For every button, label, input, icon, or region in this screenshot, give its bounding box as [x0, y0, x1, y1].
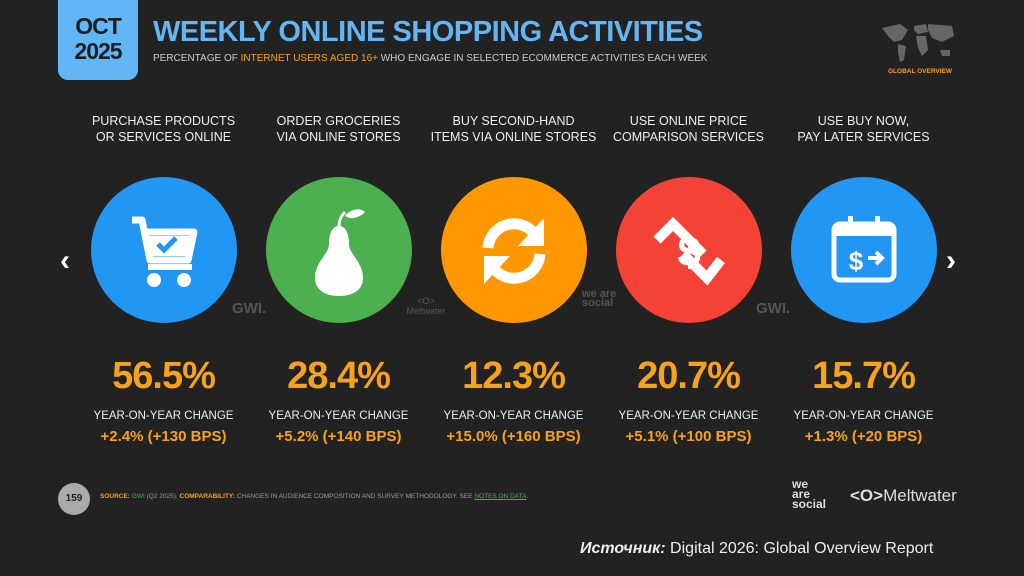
- we-are-social-logo: we are social: [792, 477, 827, 511]
- yoy-label: YEAR-ON-YEAR CHANGE: [93, 410, 234, 422]
- svg-text:$: $: [848, 246, 863, 276]
- activity-label: PURCHASE PRODUCTS OR SERVICES ONLINE: [91, 114, 236, 144]
- activity-icon-circle: [265, 177, 412, 323]
- yoy-change: +5.2% (+140 BPS): [275, 428, 402, 445]
- activity-value: 15.7%: [812, 355, 916, 397]
- svg-text:$: $: [677, 228, 700, 275]
- activity-icon-circle: $: [790, 177, 937, 323]
- activity-card: USE BUY NOW, PAY LATER SERVICES $ 15.7% Y…: [776, 113, 951, 445]
- yoy-label: YEAR-ON-YEAR CHANGE: [793, 410, 934, 422]
- gwi-watermark-2: GWI.: [756, 300, 791, 317]
- yoy-change: +1.3% (+20 BPS): [804, 428, 923, 445]
- meltwater-logo: <O>Meltwater: [850, 486, 957, 505]
- dollar-arrows-icon: $: [652, 216, 725, 286]
- activity-label: USE BUY NOW, PAY LATER SERVICES: [797, 114, 930, 144]
- we-are-social-watermark: we are social: [582, 288, 617, 309]
- subtitle: PERCENTAGE OF INTERNET USERS AGED 16+ WH…: [153, 53, 708, 64]
- activity-value: 12.3%: [462, 355, 566, 397]
- activity-value: 56.5%: [112, 355, 216, 397]
- yoy-label: YEAR-ON-YEAR CHANGE: [618, 410, 759, 422]
- calendar-dollar-icon: $: [831, 216, 896, 283]
- yoy-label: YEAR-ON-YEAR CHANGE: [268, 410, 409, 422]
- global-overview-label: GLOBAL OVERVIEW: [888, 68, 953, 75]
- gwi-watermark: GWI.: [232, 300, 267, 317]
- refresh-icon: [482, 218, 545, 284]
- meltwater-watermark: <O> Meltwater: [406, 296, 446, 316]
- month: OCT: [75, 13, 122, 39]
- yoy-change: +15.0% (+160 BPS): [446, 428, 581, 445]
- previous-arrow-icon[interactable]: ‹: [60, 244, 70, 277]
- notes-on-data-link[interactable]: NOTES ON DATA: [474, 493, 527, 500]
- page-title: WEEKLY ONLINE SHOPPING ACTIVITIES: [153, 16, 703, 48]
- activity-label: BUY SECOND-HAND ITEMS VIA ONLINE STORES: [430, 114, 597, 144]
- yoy-change: +5.1% (+100 BPS): [625, 428, 752, 445]
- activity-icon-circle: [440, 177, 587, 323]
- activity-card: USE ONLINE PRICE COMPARISON SERVICES $ 20…: [601, 113, 776, 445]
- year: 2025: [74, 38, 122, 64]
- yoy-change: +2.4% (+130 BPS): [100, 428, 227, 445]
- activity-value: 28.4%: [287, 355, 391, 397]
- activity-icon-circle: $: [615, 177, 762, 323]
- next-arrow-icon[interactable]: ›: [946, 244, 956, 277]
- pear-icon: [314, 209, 365, 296]
- activity-icon-circle: [90, 177, 237, 323]
- activity-card: PURCHASE PRODUCTS OR SERVICES ONLINE 56.5…: [76, 113, 251, 445]
- activity-card: BUY SECOND-HAND ITEMS VIA ONLINE STORES 1…: [426, 113, 601, 445]
- source-caption: Источник: Digital 2026: Global Overview …: [580, 540, 934, 557]
- page-number: 159: [58, 483, 90, 515]
- activity-label: ORDER GROCERIES VIA ONLINE STORES: [276, 114, 401, 144]
- activity-card: ORDER GROCERIES VIA ONLINE STORES 28.4% Y…: [251, 113, 426, 445]
- activity-value: 20.7%: [637, 355, 741, 397]
- world-map-icon: [882, 24, 954, 62]
- yoy-label: YEAR-ON-YEAR CHANGE: [443, 410, 584, 422]
- activity-label: USE ONLINE PRICE COMPARISON SERVICES: [613, 114, 764, 144]
- shopping-cart-check-icon: [131, 216, 197, 287]
- source-note: SOURCE: GWI (Q2 2025). COMPARABILITY: CH…: [100, 493, 529, 500]
- date-badge: OCT 2025: [58, 0, 138, 80]
